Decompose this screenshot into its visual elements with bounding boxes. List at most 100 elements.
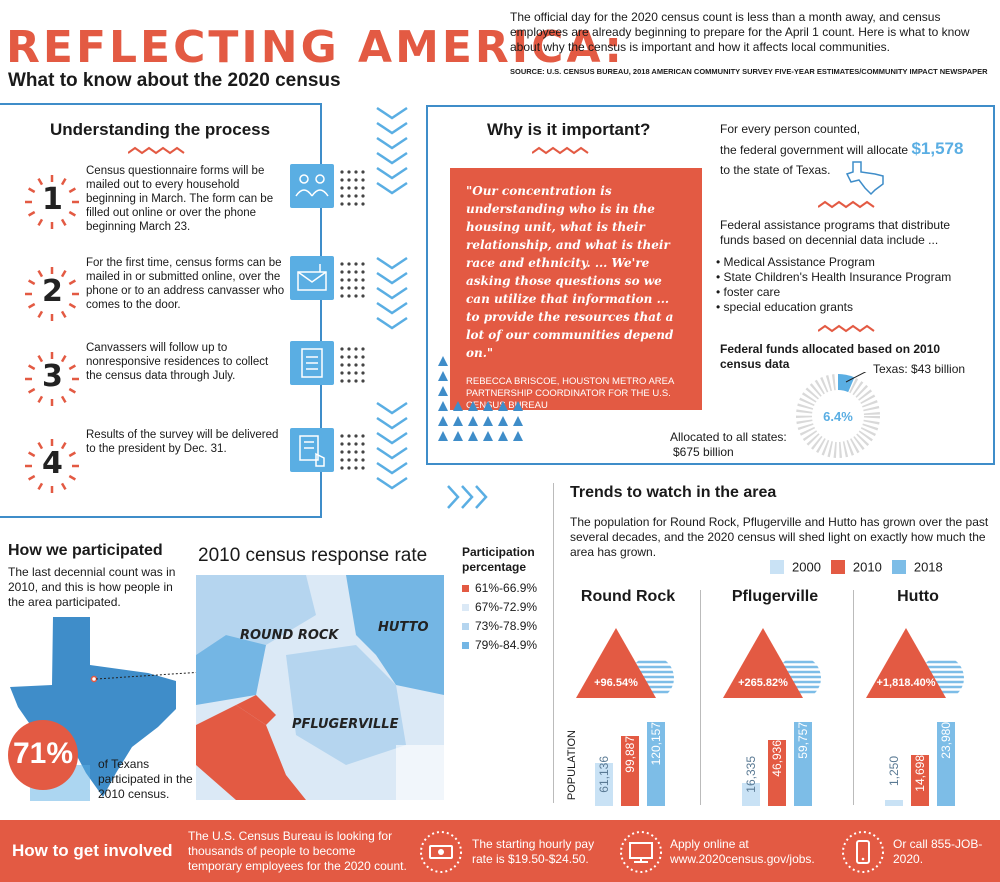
per-person-line2: the federal government will allocate $1,… (720, 139, 990, 158)
participation-text: The last decennial count was in 2010, an… (8, 565, 176, 609)
population-bar-label: 59,757 (796, 722, 810, 759)
map-legend: 61%-66.9% 67%-72.9% 73%-78.9% 79%-84.9% (462, 580, 562, 656)
divider-2 (853, 590, 854, 805)
texas-map (10, 617, 203, 797)
legend-swatch (462, 585, 469, 593)
population-bar-label: 1,250 (887, 756, 901, 787)
city-heading: Round Rock (580, 588, 676, 605)
step-1-dot-pattern (340, 170, 365, 206)
trend-legend-swatch (830, 559, 845, 574)
trend-legend-label: 2018 (913, 559, 943, 575)
response-map-heading: 2010 census response rate (198, 545, 428, 566)
growth-label: +1,818.40% (876, 677, 935, 689)
map-legend-item: 67%-72.9% (462, 599, 562, 616)
divider-1 (700, 590, 701, 805)
growth-label: +265.82% (738, 677, 788, 689)
map-label-hutto: HUTTO (378, 620, 429, 635)
mailbox-icon (290, 256, 334, 300)
map-label-round-rock: ROUND ROCK (240, 628, 339, 643)
legend-swatch (462, 642, 469, 650)
footer-text-3: Apply online at www.2020census.gov/jobs. (670, 837, 815, 866)
process-box-bottom-border (0, 516, 322, 518)
right-chevrons-icon (447, 485, 488, 509)
trends-text: The population for Round Rock, Pflugervi… (570, 515, 989, 559)
population-bar-label: 46,936 (770, 740, 784, 777)
importance-heading: Why is it important? (487, 120, 651, 139)
computer-icon (620, 831, 662, 873)
population-bar (794, 722, 812, 806)
program-item: • foster care (716, 285, 781, 299)
programs-list: • Medical Assistance Program • State Chil… (716, 255, 986, 315)
city-heading: Pflugerville (731, 588, 819, 605)
all-states-label: Allocated to all states: (670, 430, 787, 444)
step-4-text: Results of the survey will be delivered … (86, 429, 279, 455)
main-subtitle: What to know about the 2020 census (8, 70, 341, 91)
process-heading: Understanding the process (50, 120, 271, 139)
step-4-dot-pattern (340, 434, 365, 470)
texas-funds-label: Texas: $43 billion (873, 362, 966, 376)
per-person-text: the federal government will allocate (720, 143, 909, 157)
per-person-amount: $1,578 (911, 139, 964, 158)
growth-triangle: +96.54% (576, 628, 674, 698)
legend-swatch (462, 623, 469, 631)
program-item: • State Children's Health Insurance Prog… (716, 270, 952, 284)
step-3-number: 3 (42, 359, 63, 394)
legend-label: 61%-66.9% (475, 581, 538, 595)
population-axis-label: POPULATION (566, 730, 578, 801)
map-legend-item: 79%-84.9% (462, 637, 562, 654)
map-legend-item: 73%-78.9% (462, 618, 562, 635)
quote-text: "Our concentration is understanding who … (466, 184, 674, 360)
main-title: REFLECTING AMERICA: (6, 22, 625, 73)
footer-heading: How to get involved (12, 841, 173, 860)
importance-box (426, 105, 995, 465)
population-bar (595, 763, 613, 806)
quote-box: "Our concentration is understanding who … (450, 168, 702, 411)
participation-circle (8, 720, 90, 801)
growth-triangle: +265.82% (723, 628, 821, 698)
population-bar-label: 14,698 (913, 754, 927, 792)
footer-text-1: The U.S. Census Bureau is looking for th… (188, 829, 407, 873)
population-bar-label: 61,136 (597, 756, 611, 793)
money-icon (420, 831, 462, 873)
participation-heading: How we participated (8, 542, 163, 559)
texas-outline-icon (845, 161, 884, 196)
clipboard-icon (290, 341, 334, 385)
step-2-text: For the first time, census forms can be … (86, 257, 285, 311)
all-states-value: $675 billion (673, 445, 734, 459)
per-person-line1: For every person counted, (720, 122, 861, 136)
step-3-rays (25, 352, 79, 406)
divider-squiggle-2 (818, 324, 875, 333)
trend-legend-swatch (770, 559, 784, 574)
population-bar (885, 800, 903, 806)
program-item: • Medical Assistance Program (716, 255, 875, 269)
step-1-rays (25, 175, 79, 229)
legend-label: 79%-84.9% (475, 638, 538, 652)
step-2-number: 2 (42, 274, 63, 309)
step-4-number: 4 (42, 446, 63, 481)
population-bar (621, 736, 639, 806)
map-label-pflugerville: PFLUGERVILLE (292, 717, 399, 732)
step-2-dot-pattern (340, 262, 365, 298)
programs-intro: Federal assistance programs that distrib… (720, 218, 951, 247)
trend-legend-swatch (891, 559, 906, 574)
map-legend-item: 61%-66.9% (462, 580, 562, 597)
step-2-rays (25, 267, 79, 321)
population-bar (768, 740, 786, 806)
population-bar (911, 754, 929, 806)
population-bar (742, 783, 760, 806)
city-heading: Hutto (897, 588, 939, 605)
phone-icon (842, 831, 884, 873)
process-squiggle (128, 146, 185, 155)
triangle-pattern (438, 356, 523, 441)
program-item: • special education grants (716, 300, 853, 314)
trend-legend-label: 2000 (792, 559, 821, 575)
response-rate-map (196, 575, 444, 800)
legend-title: Participation percentage (462, 545, 535, 574)
divider-squiggle-1 (818, 200, 875, 209)
growth-label: +96.54% (594, 677, 638, 689)
funds-heading: Federal funds allocated based on 2010 ce… (720, 342, 941, 371)
document-hand-icon (290, 428, 334, 472)
population-bar (647, 722, 665, 806)
source-line: SOURCE: U.S. CENSUS BUREAU, 2018 AMERICA… (510, 67, 988, 76)
step-4-rays (25, 439, 79, 493)
